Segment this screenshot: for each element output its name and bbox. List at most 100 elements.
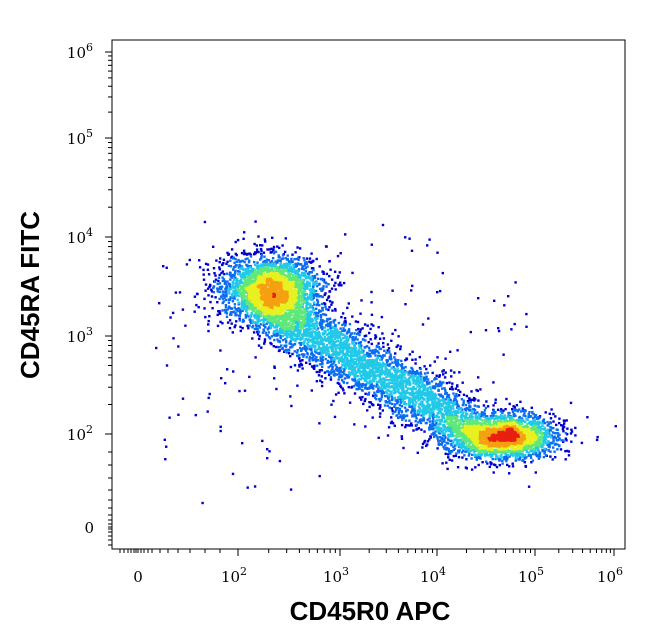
event-dot	[391, 378, 395, 381]
event-dot	[281, 244, 284, 247]
event-dot	[394, 352, 397, 355]
event-dot	[342, 360, 346, 364]
event-dot	[472, 446, 476, 449]
event-dot	[489, 452, 492, 455]
event-dot	[253, 327, 256, 331]
event-dot	[552, 412, 555, 416]
event-dot	[236, 308, 239, 311]
event-dot	[480, 411, 484, 414]
event-dot	[229, 271, 232, 274]
event-dot	[377, 374, 380, 377]
event-dot	[380, 395, 383, 398]
event-dot	[337, 372, 341, 375]
event-dot	[538, 420, 541, 423]
event-dot	[299, 359, 302, 363]
event-dot	[320, 384, 324, 388]
event-dot	[301, 299, 304, 302]
event-dot	[362, 402, 365, 406]
event-dot	[397, 412, 400, 415]
event-dot	[314, 318, 317, 322]
event-dot	[537, 457, 541, 460]
event-dot	[431, 399, 434, 402]
event-dot	[302, 307, 306, 311]
event-dot	[341, 336, 345, 340]
event-dot	[216, 287, 219, 290]
event-dot	[322, 333, 325, 336]
event-dot	[275, 322, 278, 325]
event-dot	[294, 327, 298, 330]
event-dot	[523, 420, 527, 423]
event-dot	[226, 368, 229, 371]
event-dot	[412, 409, 415, 412]
event-dot	[381, 362, 385, 365]
event-dot	[285, 336, 289, 339]
event-dot	[462, 399, 465, 402]
event-dot	[318, 340, 321, 343]
event-dot	[313, 348, 317, 351]
event-dot	[296, 331, 300, 334]
event-dot	[390, 393, 393, 396]
event-dot	[333, 329, 336, 333]
event-dot	[292, 276, 295, 279]
event-dot	[506, 456, 509, 460]
event-dot	[386, 388, 389, 392]
event-dot	[411, 393, 414, 396]
event-dot	[390, 339, 393, 342]
event-dot	[530, 447, 533, 450]
event-dot	[240, 281, 243, 284]
event-dot	[558, 437, 561, 440]
event-dot	[260, 249, 263, 252]
event-dot	[242, 272, 245, 275]
event-dot	[387, 347, 391, 350]
event-dot	[489, 461, 492, 464]
event-dot	[353, 368, 356, 371]
event-dot	[438, 423, 441, 426]
event-dot	[401, 373, 405, 376]
event-dot	[305, 306, 308, 310]
event-dot	[304, 298, 307, 302]
event-dot	[256, 261, 259, 264]
event-dot	[310, 290, 313, 294]
event-dot	[333, 331, 336, 335]
event-dot	[284, 268, 288, 271]
event-dot	[339, 327, 342, 330]
event-dot	[315, 380, 319, 383]
event-dot	[337, 391, 340, 394]
event-dot	[304, 296, 307, 300]
event-dot	[315, 328, 318, 332]
event-dot	[502, 353, 505, 356]
event-dot	[396, 365, 399, 368]
event-dot	[333, 415, 337, 419]
event-dot	[267, 259, 271, 262]
event-dot	[367, 341, 370, 344]
event-dot	[495, 457, 498, 460]
event-dot	[430, 390, 433, 393]
event-dot	[245, 309, 248, 312]
event-dot	[451, 388, 454, 391]
event-dot	[401, 414, 405, 418]
event-dot	[181, 308, 185, 311]
event-dot	[327, 283, 330, 286]
event-dot	[302, 274, 306, 277]
event-dot	[331, 301, 334, 304]
event-dot	[246, 279, 249, 282]
event-dot	[300, 348, 303, 351]
event-dot	[405, 414, 408, 417]
event-dot	[484, 329, 488, 332]
event-dot	[340, 284, 343, 287]
event-dot	[321, 319, 324, 322]
event-dot	[356, 338, 359, 341]
event-dot	[339, 369, 342, 372]
event-dot	[436, 356, 439, 359]
event-dot	[240, 285, 243, 288]
event-dot	[215, 259, 218, 262]
event-dot	[485, 400, 488, 403]
event-dot	[360, 384, 363, 387]
event-dot	[429, 392, 432, 395]
event-dot	[233, 303, 237, 306]
event-dot	[231, 331, 234, 334]
event-dot	[518, 450, 521, 453]
event-dot	[540, 435, 543, 438]
event-dot	[244, 252, 248, 256]
event-dot	[518, 454, 521, 457]
